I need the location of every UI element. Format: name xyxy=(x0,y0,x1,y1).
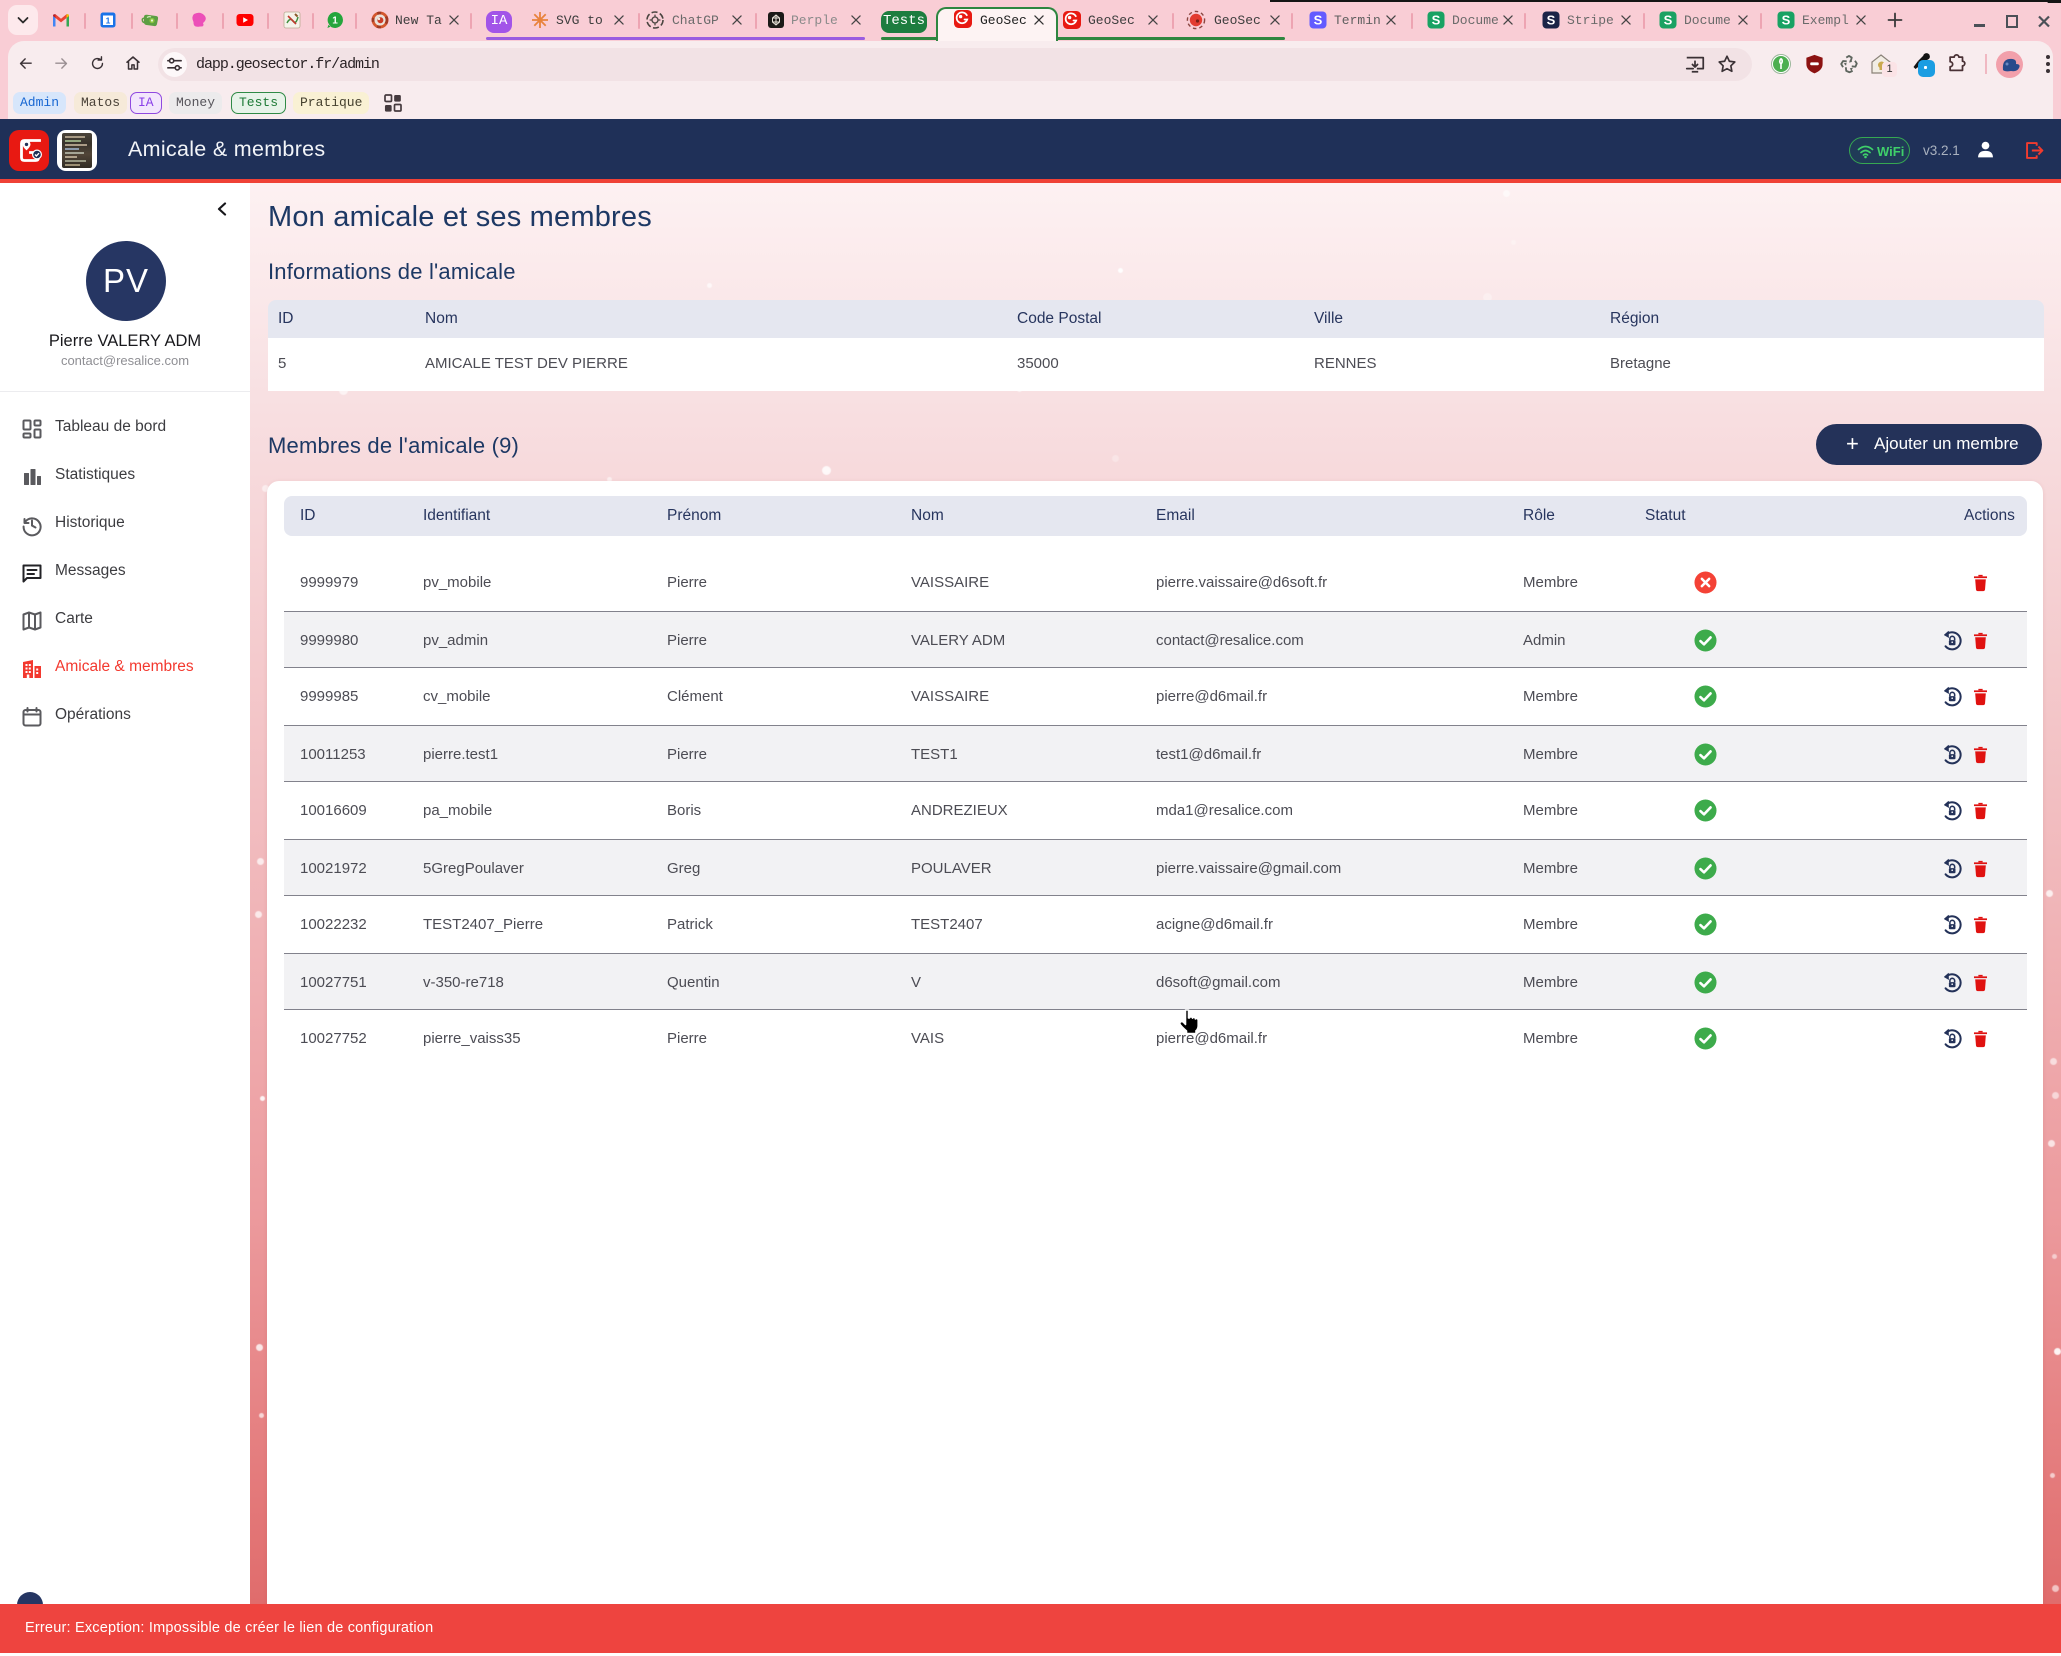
svg-text:1: 1 xyxy=(106,15,111,25)
svg-text:S: S xyxy=(1782,13,1791,28)
svg-text:S: S xyxy=(1432,13,1441,28)
svg-text:S: S xyxy=(1547,13,1556,28)
svg-text:S: S xyxy=(1664,13,1673,28)
svg-text:1: 1 xyxy=(332,15,338,26)
svg-text:S: S xyxy=(1314,13,1323,28)
